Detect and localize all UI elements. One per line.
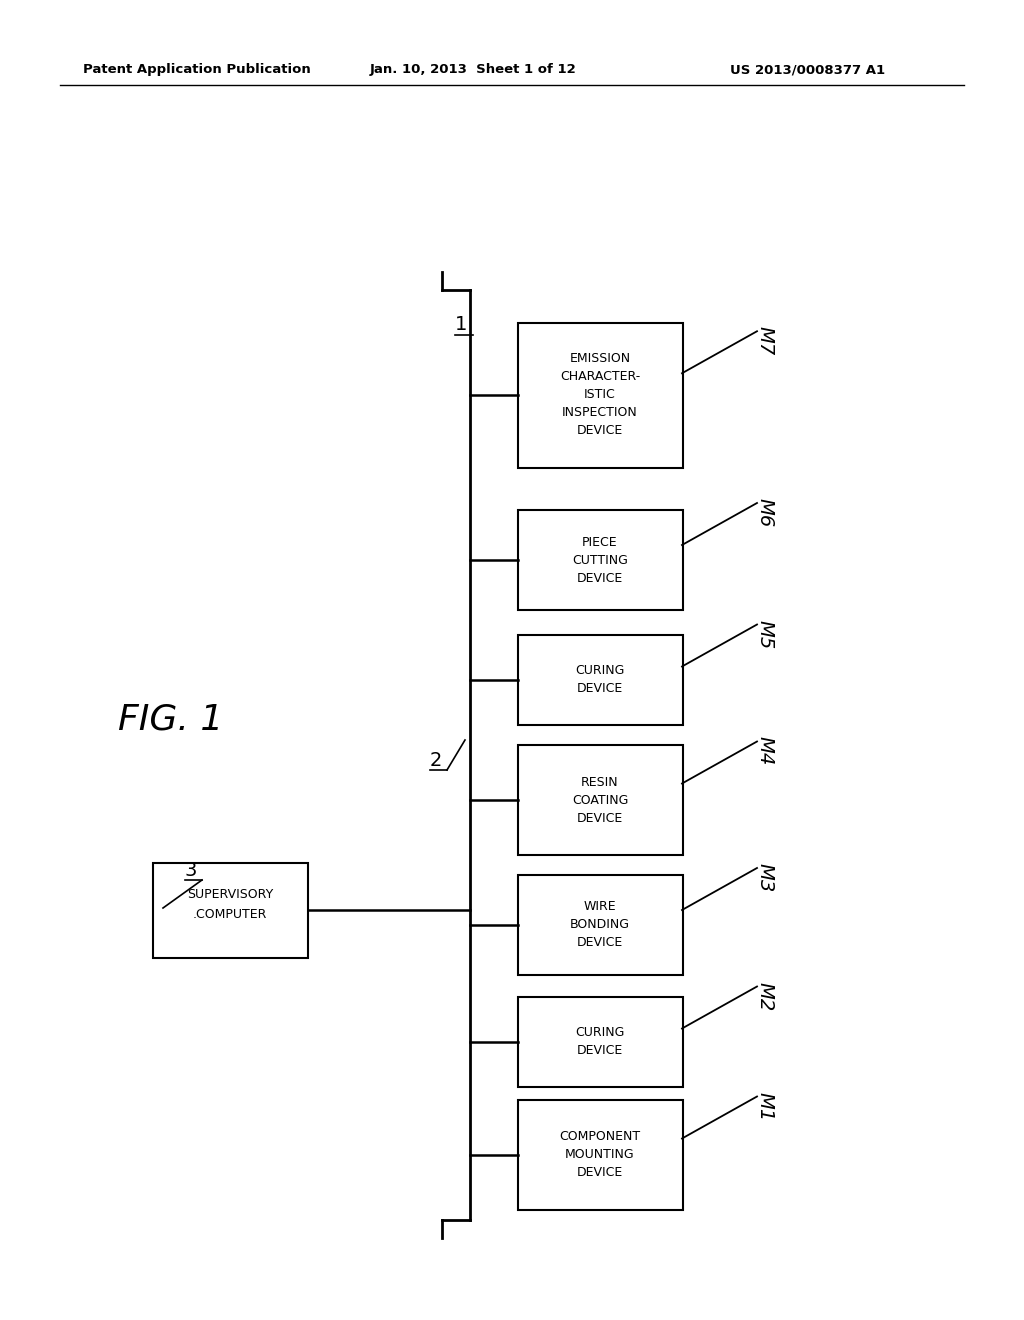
Text: CURING: CURING <box>575 664 625 677</box>
Bar <box>518 323 683 469</box>
Text: CURING: CURING <box>575 1027 625 1040</box>
Bar <box>153 863 308 958</box>
Text: SUPERVISORY: SUPERVISORY <box>186 887 273 900</box>
Text: M5: M5 <box>756 619 774 648</box>
Text: BONDING: BONDING <box>570 919 630 932</box>
Bar <box>518 510 683 610</box>
Text: 2: 2 <box>430 751 442 770</box>
Text: .COMPUTER: .COMPUTER <box>193 908 267 920</box>
Bar <box>518 997 683 1086</box>
Text: FIG. 1: FIG. 1 <box>118 704 223 737</box>
Text: PIECE: PIECE <box>583 536 617 549</box>
Text: DEVICE: DEVICE <box>577 682 624 696</box>
Text: DEVICE: DEVICE <box>577 425 624 437</box>
Text: DEVICE: DEVICE <box>577 936 624 949</box>
Text: WIRE: WIRE <box>584 900 616 913</box>
Text: M4: M4 <box>756 737 774 766</box>
Text: COMPONENT: COMPONENT <box>559 1130 641 1143</box>
Text: COATING: COATING <box>571 793 628 807</box>
Bar <box>518 635 683 725</box>
Text: 1: 1 <box>455 315 467 334</box>
Bar <box>518 875 683 975</box>
Text: DEVICE: DEVICE <box>577 812 624 825</box>
Text: DEVICE: DEVICE <box>577 1044 624 1057</box>
Text: M3: M3 <box>756 863 774 892</box>
Text: M2: M2 <box>756 982 774 1011</box>
Text: CHARACTER-: CHARACTER- <box>560 371 640 384</box>
Text: 3: 3 <box>185 861 198 879</box>
Text: ISTIC: ISTIC <box>584 388 615 401</box>
Bar <box>518 1100 683 1210</box>
Text: Jan. 10, 2013  Sheet 1 of 12: Jan. 10, 2013 Sheet 1 of 12 <box>370 63 577 77</box>
Text: Patent Application Publication: Patent Application Publication <box>83 63 310 77</box>
Text: EMISSION: EMISSION <box>569 352 631 366</box>
Text: CUTTING: CUTTING <box>572 553 628 566</box>
Text: M7: M7 <box>756 326 774 355</box>
Bar <box>518 744 683 855</box>
Text: M1: M1 <box>756 1092 774 1121</box>
Text: DEVICE: DEVICE <box>577 572 624 585</box>
Text: US 2013/0008377 A1: US 2013/0008377 A1 <box>730 63 885 77</box>
Text: RESIN: RESIN <box>582 776 618 788</box>
Text: DEVICE: DEVICE <box>577 1167 624 1180</box>
Text: M6: M6 <box>756 498 774 527</box>
Text: MOUNTING: MOUNTING <box>565 1148 635 1162</box>
Text: INSPECTION: INSPECTION <box>562 407 638 420</box>
